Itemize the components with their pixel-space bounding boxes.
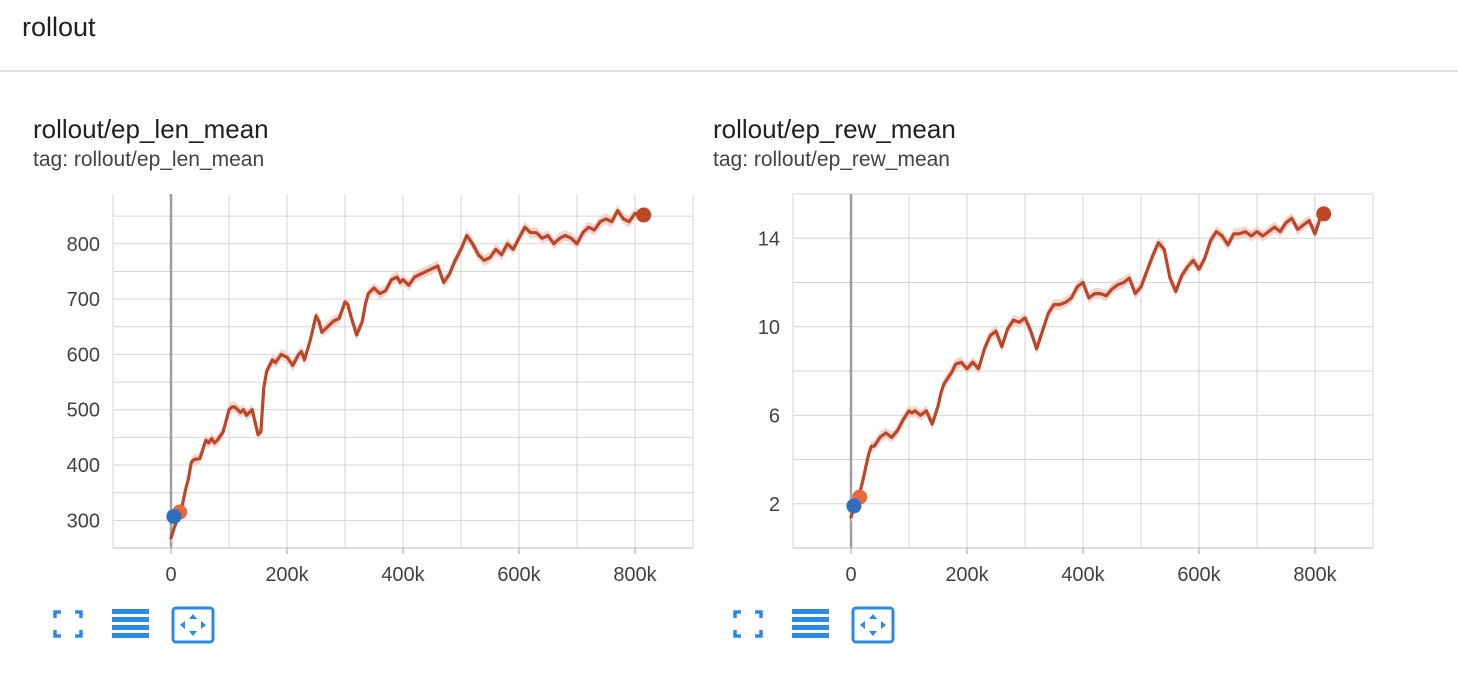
y-tick-label: 700 (67, 289, 100, 311)
x-tick-label: 200k (945, 564, 989, 586)
y-tick-label: 500 (67, 400, 100, 422)
line-chart-ep-len-mean[interactable]: 0 200k 400k 600k 800k 300 400 500 600 700 800 (33, 182, 713, 592)
data-list-icon[interactable] (109, 606, 153, 646)
line-chart-ep-rew-mean[interactable]: 0 200k 400k 600k 800k 2 6 10 14 (713, 182, 1393, 592)
y-tick-label: 800 (67, 234, 100, 256)
card-title: rollout/ep_len_mean (33, 114, 269, 144)
x-tick-label: 600k (1177, 564, 1221, 586)
point-marker (166, 508, 182, 524)
point-marker (1316, 206, 1332, 222)
fullscreen-icon[interactable] (729, 606, 773, 646)
x-tick-label: 800k (1293, 564, 1337, 586)
series-raw-band (851, 208, 1324, 523)
card-title: rollout/ep_rew_mean (713, 114, 956, 144)
data-list-icon[interactable] (789, 606, 833, 646)
y-tick-label: 10 (758, 317, 780, 339)
x-tick-label: 0 (165, 564, 176, 586)
x-tick-label: 400k (381, 564, 425, 586)
series-line (169, 209, 646, 540)
series-line (849, 212, 1326, 519)
y-tick-label: 6 (769, 405, 780, 427)
fit-domain-icon[interactable] (171, 606, 215, 646)
chart-card-ep-len-mean: rollout/ep_len_mean tag: rollout/ep_len_… (33, 112, 713, 672)
card-tag: tag: rollout/ep_rew_mean (713, 148, 950, 171)
point-marker (636, 207, 652, 223)
x-tick-label: 800k (613, 564, 657, 586)
x-tick-label: 0 (845, 564, 856, 586)
fit-domain-icon[interactable] (851, 606, 895, 646)
y-tick-label: 14 (758, 228, 780, 250)
point-marker (846, 498, 862, 514)
section-title: rollout (22, 12, 96, 42)
chart-card-ep-rew-mean: rollout/ep_rew_mean tag: rollout/ep_rew_… (713, 112, 1393, 672)
card-tag: tag: rollout/ep_len_mean (33, 148, 265, 171)
y-tick-label: 2 (769, 494, 780, 516)
x-tick-label: 200k (265, 564, 309, 586)
x-tick-label: 400k (1061, 564, 1105, 586)
fullscreen-icon[interactable] (49, 606, 93, 646)
x-tick-label: 600k (497, 564, 541, 586)
y-tick-label: 600 (67, 344, 100, 366)
y-tick-label: 300 (67, 510, 100, 532)
section-header: rollout (0, 0, 1458, 72)
y-tick-label: 400 (67, 455, 100, 477)
